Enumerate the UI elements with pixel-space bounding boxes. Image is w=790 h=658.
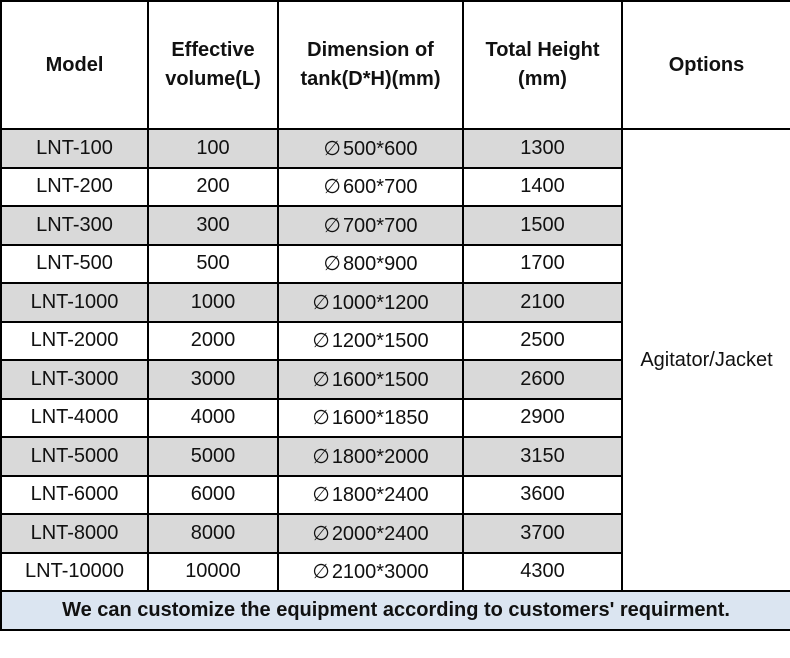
diameter-symbol: ∅ [312, 522, 330, 545]
model-cell: LNT-2000 [0, 320, 149, 361]
height-cell: 2600 [462, 359, 623, 400]
diameter-symbol: ∅ [312, 445, 330, 468]
height-cell: 1500 [462, 205, 623, 246]
model-cell: LNT-300 [0, 205, 149, 246]
dimension-value: 1000*1200 [331, 291, 429, 314]
height-cell: 2900 [462, 397, 623, 438]
volume-cell: 3000 [147, 359, 279, 400]
dimension-cell: ∅ 800*900 [277, 243, 464, 284]
dimension-value: 1200*1500 [331, 330, 429, 353]
dimension-cell: ∅ 600*700 [277, 166, 464, 207]
table-row: LNT-5000 5000 ∅ 1800*2000 3150 [0, 436, 790, 477]
dimension-cell: ∅ 1600*1850 [277, 397, 464, 438]
height-cell: 1300 [462, 128, 623, 169]
dimension-cell: ∅ 1800*2400 [277, 474, 464, 515]
dimension-value: 700*700 [342, 214, 418, 237]
diameter-symbol: ∅ [323, 137, 341, 160]
footer-row: We can customize the equipment according… [0, 590, 790, 631]
volume-cell: 4000 [147, 397, 279, 438]
dimension-value: 2100*3000 [331, 561, 429, 584]
dimension-cell: ∅ 500*600 [277, 128, 464, 169]
height-cell: 4300 [462, 551, 623, 592]
spec-table: Model Effective volume(L) Dimension of t… [0, 0, 790, 631]
model-cell: LNT-3000 [0, 359, 149, 400]
table-row: LNT-2000 2000 ∅ 1200*1500 2500 [0, 320, 790, 361]
diameter-symbol: ∅ [323, 176, 341, 199]
dimension-value: 1600*1850 [331, 407, 429, 430]
model-cell: LNT-4000 [0, 397, 149, 438]
dimension-value: 1800*2400 [331, 484, 429, 507]
table-row: LNT-3000 3000 ∅ 1600*1500 2600 [0, 359, 790, 400]
volume-cell: 2000 [147, 320, 279, 361]
model-cell: LNT-5000 [0, 436, 149, 477]
table-row: LNT-200 200 ∅ 600*700 1400 [0, 166, 790, 207]
header-dimension: Dimension of tank(D*H)(mm) [277, 0, 464, 130]
model-cell: LNT-6000 [0, 474, 149, 515]
diameter-symbol: ∅ [312, 368, 330, 391]
height-cell: 3150 [462, 436, 623, 477]
dimension-value: 500*600 [342, 137, 418, 160]
model-cell: LNT-1000 [0, 282, 149, 323]
height-cell: 1400 [462, 166, 623, 207]
options-cell: Agitator/Jacket [621, 128, 790, 592]
diameter-symbol: ∅ [323, 253, 341, 276]
diameter-symbol: ∅ [312, 291, 330, 314]
table-row: LNT-100 100 ∅ 500*600 1300 Agitator/Jacket [0, 128, 790, 592]
table-row: LNT-300 300 ∅ 700*700 1500 [0, 205, 790, 246]
dimension-cell: ∅ 2100*3000 [277, 551, 464, 592]
height-cell: 3600 [462, 474, 623, 515]
table-row: LNT-1000 1000 ∅ 1000*1200 2100 [0, 282, 790, 323]
table-row: LNT-6000 6000 ∅ 1800*2400 3600 [0, 474, 790, 515]
header-options: Options [621, 0, 790, 130]
dimension-cell: ∅ 2000*2400 [277, 513, 464, 554]
volume-cell: 500 [147, 243, 279, 284]
dimension-value: 600*700 [342, 176, 418, 199]
header-height: Total Height (mm) [462, 0, 623, 130]
dimension-value: 1600*1500 [331, 368, 429, 391]
height-cell: 2100 [462, 282, 623, 323]
diameter-symbol: ∅ [312, 407, 330, 430]
model-cell: LNT-100 [0, 128, 149, 169]
table-row: LNT-500 500 ∅ 800*900 1700 [0, 243, 790, 284]
header-row: Model Effective volume(L) Dimension of t… [0, 0, 790, 130]
dimension-cell: ∅ 1200*1500 [277, 320, 464, 361]
dimension-cell: ∅ 1600*1500 [277, 359, 464, 400]
dimension-cell: ∅ 1000*1200 [277, 282, 464, 323]
height-cell: 1700 [462, 243, 623, 284]
dimension-cell: ∅ 1800*2000 [277, 436, 464, 477]
dimension-cell: ∅ 700*700 [277, 205, 464, 246]
volume-cell: 100 [147, 128, 279, 169]
model-cell: LNT-8000 [0, 513, 149, 554]
diameter-symbol: ∅ [312, 561, 330, 584]
header-volume: Effective volume(L) [147, 0, 279, 130]
height-cell: 2500 [462, 320, 623, 361]
diameter-symbol: ∅ [323, 214, 341, 237]
dimension-value: 800*900 [342, 253, 418, 276]
diameter-symbol: ∅ [312, 484, 330, 507]
dimension-value: 2000*2400 [331, 522, 429, 545]
table-body: LNT-100 100 ∅ 500*600 1300 Agitator/Jacket LNT… [0, 128, 790, 592]
height-cell: 3700 [462, 513, 623, 554]
header-model: Model [0, 0, 149, 130]
volume-cell: 10000 [147, 551, 279, 592]
volume-cell: 6000 [147, 474, 279, 515]
model-cell: LNT-10000 [0, 551, 149, 592]
volume-cell: 1000 [147, 282, 279, 323]
dimension-value: 1800*2000 [331, 445, 429, 468]
footer-note: We can customize the equipment according… [0, 590, 790, 631]
table-row: LNT-10000 10000 ∅ 2100*3000 4300 [0, 551, 790, 592]
model-cell: LNT-500 [0, 243, 149, 284]
volume-cell: 300 [147, 205, 279, 246]
model-cell: LNT-200 [0, 166, 149, 207]
table-row: LNT-4000 4000 ∅ 1600*1850 2900 [0, 397, 790, 438]
volume-cell: 5000 [147, 436, 279, 477]
diameter-symbol: ∅ [312, 330, 330, 353]
volume-cell: 200 [147, 166, 279, 207]
table-row: LNT-8000 8000 ∅ 2000*2400 3700 [0, 513, 790, 554]
volume-cell: 8000 [147, 513, 279, 554]
